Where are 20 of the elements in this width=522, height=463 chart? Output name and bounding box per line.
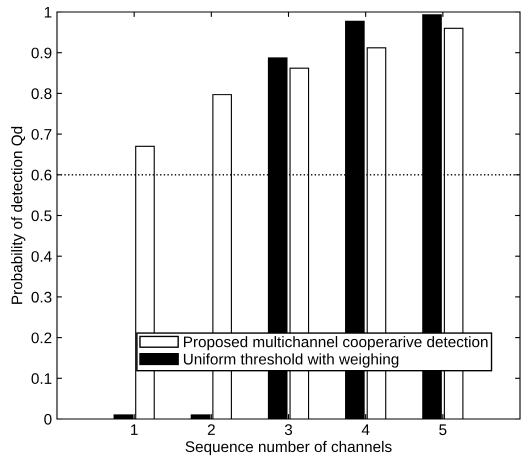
legend-label: Proposed multichannel cooperarive detection: [184, 336, 488, 350]
y-tick-label: 0.5: [32, 210, 52, 222]
y-tick-label: 0.6: [32, 170, 52, 180]
y-tick-label: 0.8: [32, 88, 52, 100]
y-tick-label: 0.3: [32, 292, 52, 303]
x-tick-label: 5: [439, 424, 446, 436]
x-tick-label: 3: [284, 424, 292, 436]
y-tick-label: 0.2: [32, 332, 52, 344]
y-axis-title: Probability of detection Qd: [11, 126, 26, 304]
x-tick-label: 1: [131, 424, 138, 435]
y-tick-label: 0.1: [32, 373, 52, 384]
y-tick-label: 0.9: [32, 48, 52, 58]
y-tick-label: 0: [44, 414, 52, 425]
x-axis-title: Sequence number of channels: [186, 440, 392, 456]
y-tick-label: 0.7: [32, 128, 52, 140]
legend-label: Uniform threshold with weighing: [184, 353, 398, 368]
y-tick-label: 1: [44, 7, 52, 18]
x-tick-label: 2: [208, 424, 215, 435]
x-tick-label: 4: [362, 424, 370, 435]
y-tick-label: 0.4: [32, 251, 52, 262]
